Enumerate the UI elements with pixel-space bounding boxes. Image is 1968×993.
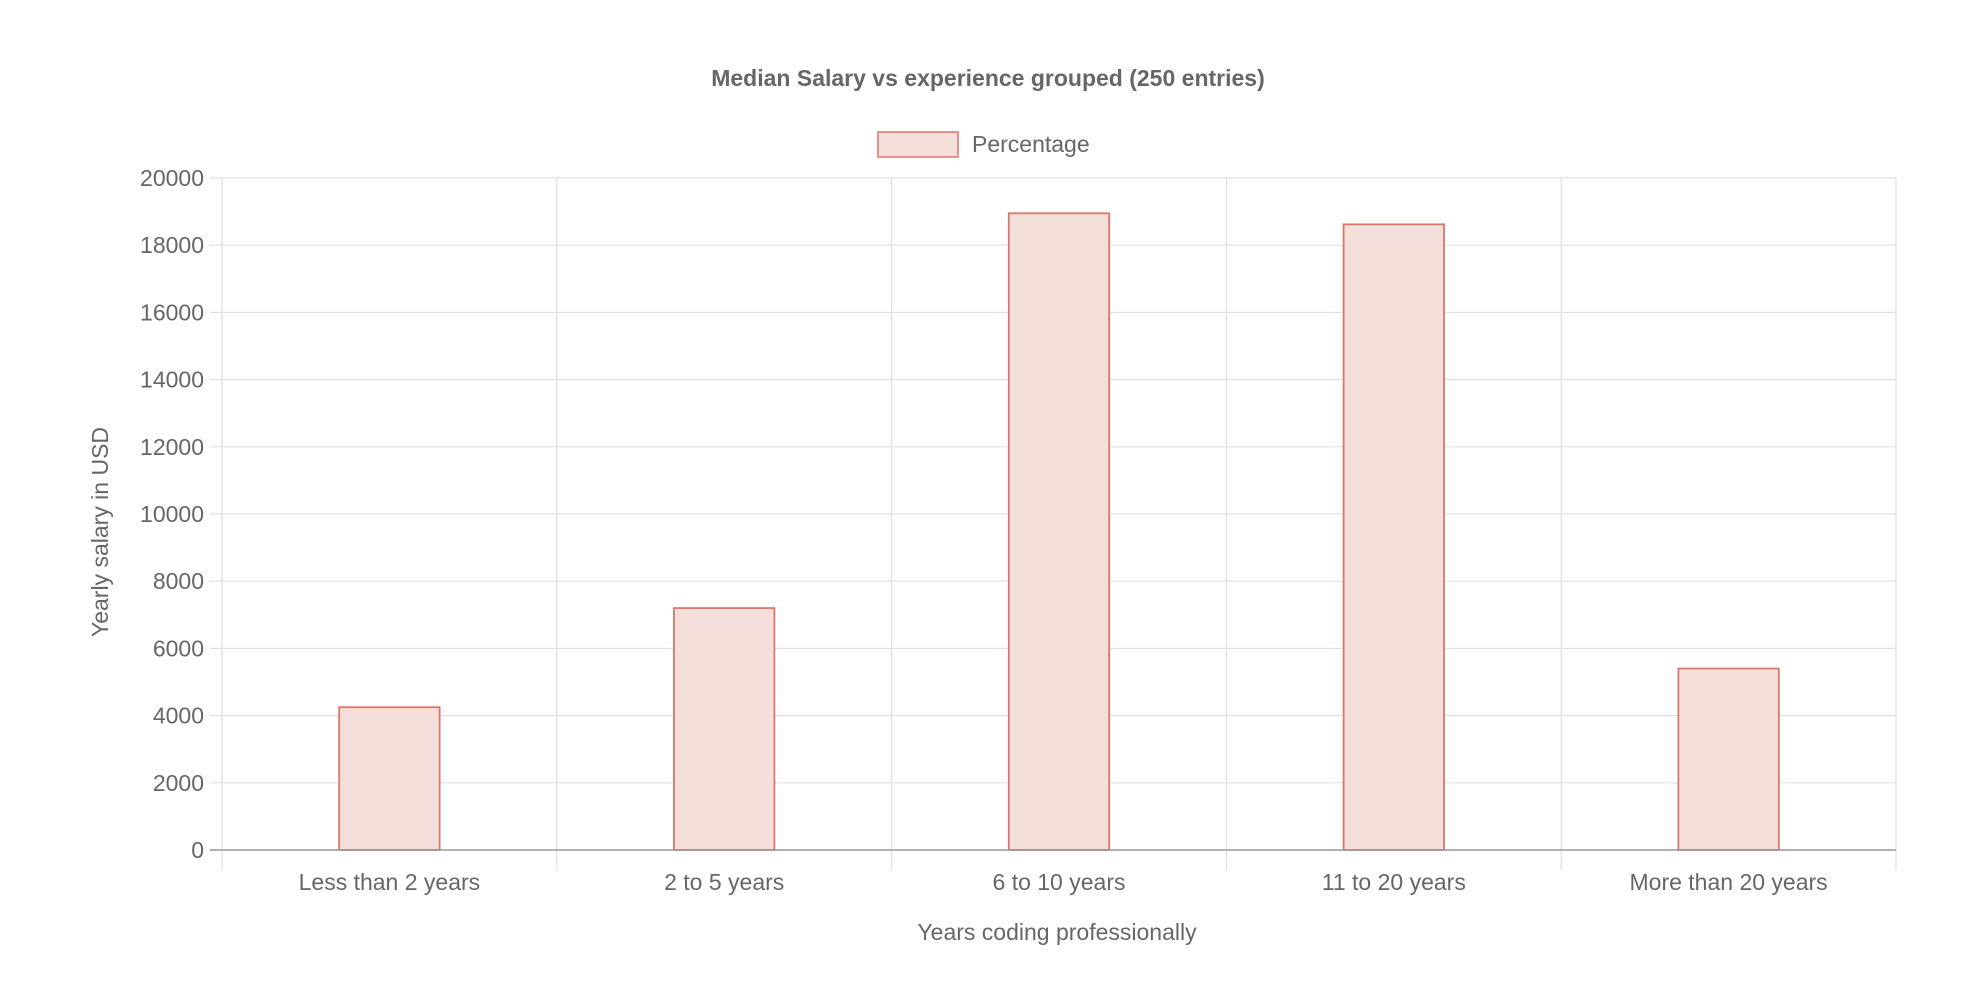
y-tick-label: 0	[191, 837, 204, 863]
bar	[673, 607, 776, 851]
bar	[1677, 667, 1780, 851]
x-axis-title: Years coding professionally	[917, 919, 1197, 945]
axes	[210, 178, 1896, 851]
y-axis-tick-labels: 0 2000 4000 6000 8000 10000 12000 14000 16000 180…	[140, 165, 204, 863]
y-tick-label: 16000	[140, 299, 204, 325]
bar	[1342, 223, 1445, 851]
x-tick-label: Less than 2 years	[299, 869, 481, 895]
x-tick-label: More than 20 years	[1630, 869, 1828, 895]
y-tick-label: 2000	[153, 770, 204, 796]
x-axis-tick-labels: Less than 2 years 2 to 5 years 6 to 10 yea…	[299, 869, 1828, 895]
bars	[338, 212, 1780, 851]
y-tick-label: 20000	[140, 165, 204, 191]
chart-title: Median Salary vs experience grouped (250…	[711, 65, 1265, 91]
x-tick-label: 6 to 10 years	[993, 869, 1126, 895]
y-tick-label: 4000	[153, 703, 204, 729]
x-tick-label: 11 to 20 years	[1322, 869, 1466, 895]
y-tick-label: 6000	[153, 635, 204, 661]
bar	[338, 706, 441, 851]
y-axis-title: Yearly salary in USD	[87, 427, 113, 637]
y-tick-label: 12000	[140, 434, 204, 460]
legend-swatch-percentage	[877, 131, 959, 158]
y-tick-label: 10000	[140, 501, 204, 527]
legend-label-percentage: Percentage	[972, 131, 1090, 157]
y-tick-label: 18000	[140, 232, 204, 258]
legend[interactable]: Percentage	[877, 131, 1090, 158]
x-tick-label: 2 to 5 years	[664, 869, 784, 895]
bar	[1007, 212, 1111, 851]
y-tick-label: 14000	[140, 367, 204, 393]
y-tick-label: 8000	[153, 568, 204, 594]
